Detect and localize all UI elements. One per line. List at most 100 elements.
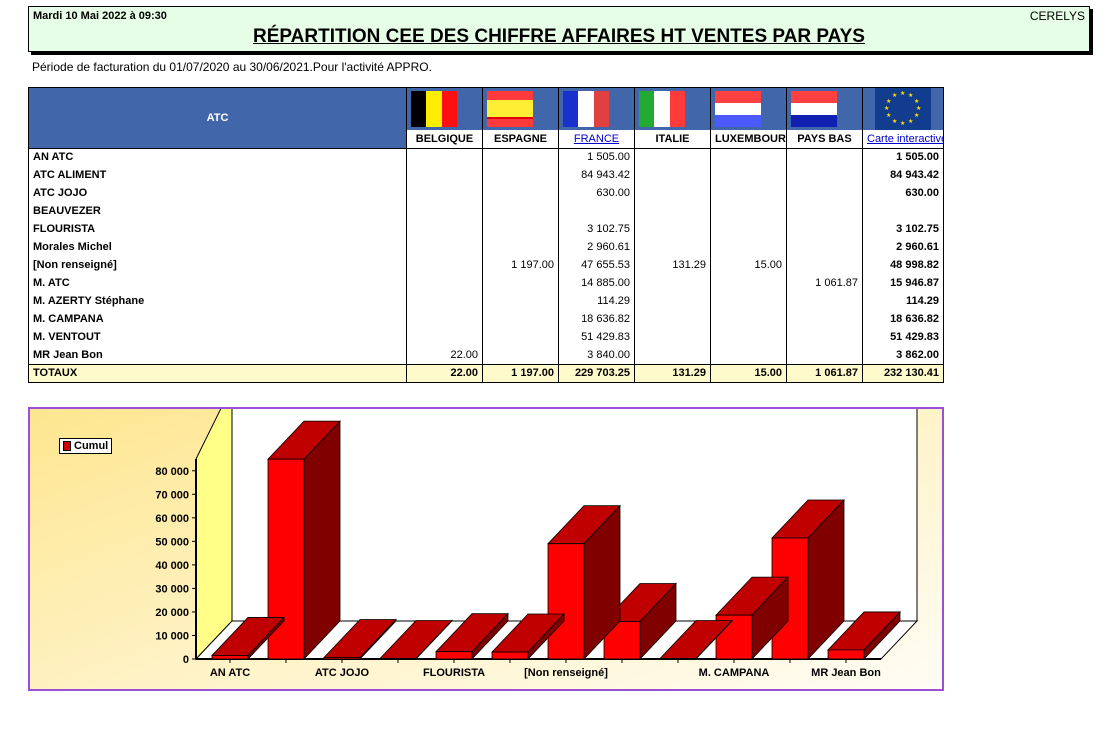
cell-pays-bas xyxy=(786,346,863,364)
cell-total: 84 943.42 xyxy=(862,166,944,184)
cell-pays-bas xyxy=(786,202,863,220)
cell-france: 47 655.53 xyxy=(558,256,635,274)
svg-text:70 000: 70 000 xyxy=(155,489,189,501)
row-name: MR Jean Bon xyxy=(28,346,407,364)
table-row: M. ATC 14 885.00 1 061.87 15 946.87 xyxy=(28,274,944,292)
svg-text:0: 0 xyxy=(183,654,189,666)
cell-italie xyxy=(634,202,711,220)
row-name: BEAUVEZER xyxy=(28,202,407,220)
netherlands-flag-icon xyxy=(786,87,863,130)
cell-total xyxy=(862,202,944,220)
belgium-flag-icon xyxy=(406,87,483,130)
svg-text:MR Jean Bon: MR Jean Bon xyxy=(811,667,881,679)
totals-row: TOTAUX 22.00 1 197.00 229 703.25 131.29 … xyxy=(28,363,944,383)
cell-luxembourg xyxy=(710,238,787,256)
cell-italie xyxy=(634,238,711,256)
cell-espagne xyxy=(482,346,559,364)
table-row: M. VENTOUT 51 429.83 51 429.83 xyxy=(28,328,944,346)
cell-espagne xyxy=(482,328,559,346)
row-name: ATC ALIMENT xyxy=(28,166,407,184)
cell-luxembourg xyxy=(710,274,787,292)
cell-pays-bas xyxy=(786,256,863,274)
cell-luxembourg xyxy=(710,220,787,238)
column-header-france-link[interactable]: FRANCE xyxy=(558,130,635,149)
cell-belgique xyxy=(406,310,483,328)
svg-text:30 000: 30 000 xyxy=(155,583,189,595)
cell-total: 15 946.87 xyxy=(862,274,944,292)
cell-pays-bas xyxy=(786,292,863,310)
spain-flag-icon xyxy=(482,87,559,130)
cell-espagne xyxy=(482,148,559,166)
cell-total: 114.29 xyxy=(862,292,944,310)
cell-total: 630.00 xyxy=(862,184,944,202)
cell-pays-bas xyxy=(786,184,863,202)
company-name: CERELYS xyxy=(1029,9,1085,23)
cell-espagne: 1 197.00 xyxy=(482,256,559,274)
interactive-map-link[interactable]: Carte interactive xyxy=(862,130,944,149)
cell-france: 51 429.83 xyxy=(558,328,635,346)
cell-belgique xyxy=(406,256,483,274)
cell-belgique xyxy=(406,328,483,346)
cell-italie xyxy=(634,166,711,184)
row-name: M. VENTOUT xyxy=(28,328,407,346)
svg-text:[Non renseigné]: [Non renseigné] xyxy=(524,667,608,679)
billing-period: Période de facturation du 01/07/2020 au … xyxy=(32,60,432,74)
cell-france: 84 943.42 xyxy=(558,166,635,184)
cell-italie xyxy=(634,292,711,310)
cell-pays-bas xyxy=(786,148,863,166)
report-title: RÉPARTITION CEE DES CHIFFRE AFFAIRES HT … xyxy=(253,26,865,47)
eu-flag-icon[interactable]: ★ ★ ★ ★ ★ ★ ★ ★ ★ ★ ★ ★ xyxy=(862,87,944,130)
row-header-atc: ATC xyxy=(28,87,407,149)
table-row: MR Jean Bon 22.00 3 840.00 3 862.00 xyxy=(28,346,944,364)
table-row: FLOURISTA 3 102.75 3 102.75 xyxy=(28,220,944,238)
cell-luxembourg xyxy=(710,328,787,346)
total-pays-bas: 1 061.87 xyxy=(786,363,863,383)
cell-italie xyxy=(634,274,711,292)
total-espagne: 1 197.00 xyxy=(482,363,559,383)
cell-pays-bas xyxy=(786,238,863,256)
france-flag-icon[interactable] xyxy=(558,87,635,130)
table-row: AN ATC 1 505.00 1 505.00 xyxy=(28,148,944,166)
chart-plot-area: 0 10 000 20 000 30 000 40 000 50 000 60 000 70 … xyxy=(155,409,919,679)
cell-france: 3 840.00 xyxy=(558,346,635,364)
report-header: Mardi 10 Mai 2022 à 09:30 CERELYS RÉPART… xyxy=(28,6,1090,52)
table-row: M. CAMPANA 18 636.82 18 636.82 xyxy=(28,310,944,328)
cell-france: 630.00 xyxy=(558,184,635,202)
cell-espagne xyxy=(482,184,559,202)
cell-belgique xyxy=(406,202,483,220)
column-header-pays-bas: PAYS BAS xyxy=(786,130,863,149)
svg-text:20 000: 20 000 xyxy=(155,607,189,619)
report-date: Mardi 10 Mai 2022 à 09:30 xyxy=(33,10,167,22)
chart-legend: Cumul xyxy=(59,438,113,454)
total-france: 229 703.25 xyxy=(558,363,635,383)
row-name: M. AZERTY Stéphane xyxy=(28,292,407,310)
column-header-belgique: BELGIQUE xyxy=(406,130,483,149)
row-name: ATC JOJO xyxy=(28,184,407,202)
totals-label: TOTAUX xyxy=(28,363,407,383)
cell-italie xyxy=(634,220,711,238)
cell-espagne xyxy=(482,220,559,238)
table-body: AN ATC 1 505.00 1 505.00 ATC ALIMENT 84 943.… xyxy=(28,148,944,364)
row-name: Morales Michel xyxy=(28,238,407,256)
cell-pays-bas xyxy=(786,328,863,346)
cell-italie xyxy=(634,346,711,364)
cell-italie xyxy=(634,310,711,328)
cell-espagne xyxy=(482,310,559,328)
cell-italie: 131.29 xyxy=(634,256,711,274)
cell-luxembourg xyxy=(710,292,787,310)
cell-france: 2 960.61 xyxy=(558,238,635,256)
cell-total: 3 102.75 xyxy=(862,220,944,238)
cell-france: 3 102.75 xyxy=(558,220,635,238)
svg-text:ATC JOJO: ATC JOJO xyxy=(315,667,370,679)
row-name: AN ATC xyxy=(28,148,407,166)
svg-text:80 000: 80 000 xyxy=(155,466,189,478)
column-header-italie: ITALIE xyxy=(634,130,711,149)
cell-luxembourg xyxy=(710,346,787,364)
cell-total: 48 998.82 xyxy=(862,256,944,274)
row-name: M. CAMPANA xyxy=(28,310,407,328)
grand-total: 232 130.41 xyxy=(862,363,944,383)
cell-luxembourg xyxy=(710,148,787,166)
cell-luxembourg: 15.00 xyxy=(710,256,787,274)
cell-belgique xyxy=(406,274,483,292)
sales-by-country-table: ATC ★ ★ ★ ★ ★ ★ ★ ★ ★ ★ ★ ★ BELGIQUE xyxy=(28,87,944,383)
